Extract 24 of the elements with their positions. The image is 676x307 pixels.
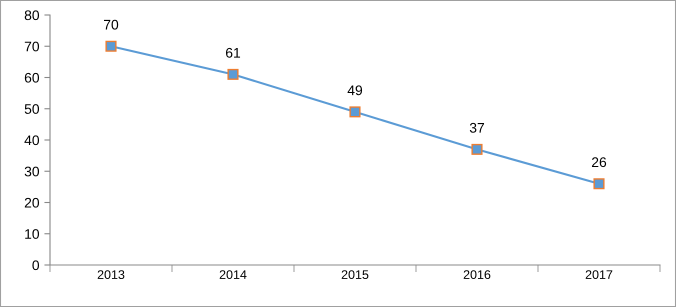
y-tick-label: 40 [24,135,40,146]
y-tick-label: 80 [24,10,40,20]
data-label: 49 [348,85,362,96]
y-tick-label: 10 [25,229,40,239]
x-tick-label: 2015 [342,270,368,280]
x-tick-label: 2013 [98,270,124,280]
x-tick-label: 2014 [220,270,247,280]
y-tick-label: 20 [24,198,40,208]
y-tick-label: 60 [24,72,40,83]
x-tick-label: 2017 [586,270,612,280]
y-tick-label: 50 [24,104,40,114]
point [593,178,605,190]
point [105,40,117,52]
x-tick-label: 2016 [464,270,490,280]
data-label: 70 [104,20,118,30]
point [227,68,239,80]
y-tick-label: 70 [24,42,40,52]
data-label: 61 [226,48,240,58]
point [471,144,483,155]
point [349,106,361,118]
y-tick-label: 30 [24,166,40,176]
y-tick-label: 0 [32,260,40,270]
data-label: 37 [470,122,484,133]
data-label: 26 [592,157,606,168]
